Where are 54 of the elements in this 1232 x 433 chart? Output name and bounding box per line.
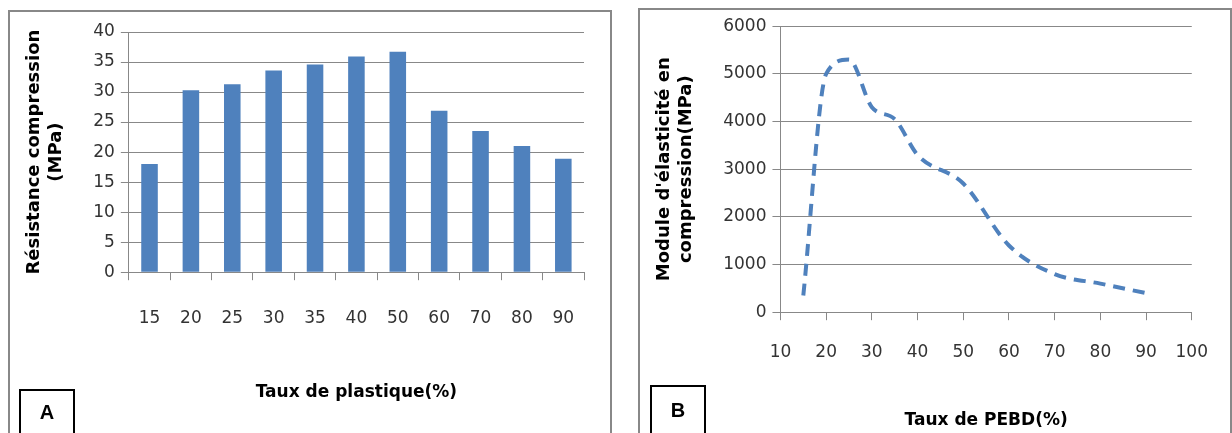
text: B: [650, 385, 706, 433]
text: A: [19, 389, 75, 433]
x-tick-label: 25: [221, 306, 244, 327]
bar: [141, 164, 158, 272]
x-tick-label: 90: [552, 306, 575, 327]
x-tick-label: 100: [1175, 340, 1208, 361]
y-tick-label: 5: [104, 230, 115, 251]
bar: [182, 90, 200, 272]
bar: [472, 131, 489, 272]
x-tick-label: 30: [861, 340, 883, 361]
x-tick-label: 80: [1089, 340, 1112, 361]
x-tick-label: 60: [428, 306, 450, 327]
x-tick-label: 50: [952, 340, 975, 361]
x-tick-label: 70: [1043, 340, 1066, 361]
y-tick-label: 30: [93, 80, 115, 101]
y-tick-label: 1000: [723, 252, 767, 273]
x-tick-label: 60: [998, 340, 1020, 361]
y-tick-label: 6000: [723, 14, 767, 35]
y-tick-label: 25: [93, 110, 115, 131]
bar: [348, 56, 365, 272]
x-axis-title: Taux de PEBD(%): [904, 409, 1068, 430]
bar: [389, 51, 407, 272]
x-tick-label: 35: [304, 306, 326, 327]
x-tick-label: 40: [906, 340, 929, 361]
x-tick-label: 70: [469, 306, 492, 327]
y-tick-label: 20: [93, 140, 115, 161]
y-tick-label: 5000: [723, 62, 767, 83]
x-tick-label: 20: [180, 306, 202, 327]
y-tick-label: 0: [104, 260, 115, 281]
x-axis-title: Taux de plastique(%): [255, 381, 458, 402]
y-axis-title: Module d'élasticité en compression(MPa): [652, 57, 696, 282]
x-tick-label: 10: [769, 340, 792, 361]
x-tick-label: 40: [345, 306, 368, 327]
bar: [224, 84, 241, 272]
x-tick-label: 90: [1135, 340, 1157, 361]
x-tick-label: 80: [511, 306, 533, 327]
bar: [555, 158, 572, 272]
y-tick-label: 4000: [723, 109, 767, 130]
y-tick-label: 2000: [723, 205, 767, 226]
bar: [306, 64, 324, 272]
y-tick-label: 15: [93, 170, 115, 191]
bar: [513, 146, 531, 272]
x-tick-label: 15: [138, 306, 161, 327]
y-tick-label: 40: [93, 20, 115, 41]
y-tick-label: 3000: [723, 157, 767, 178]
x-tick-label: 20: [815, 340, 837, 361]
y-tick-label: 0: [755, 300, 767, 321]
x-tick-label: 30: [262, 306, 285, 327]
y-tick-label: 10: [93, 200, 115, 221]
y-axis-title: Résistance compression (MPa): [22, 29, 66, 275]
bar: [430, 110, 448, 272]
bar: [265, 70, 282, 272]
x-tick-label: 50: [386, 306, 409, 327]
y-tick-label: 35: [93, 50, 115, 71]
